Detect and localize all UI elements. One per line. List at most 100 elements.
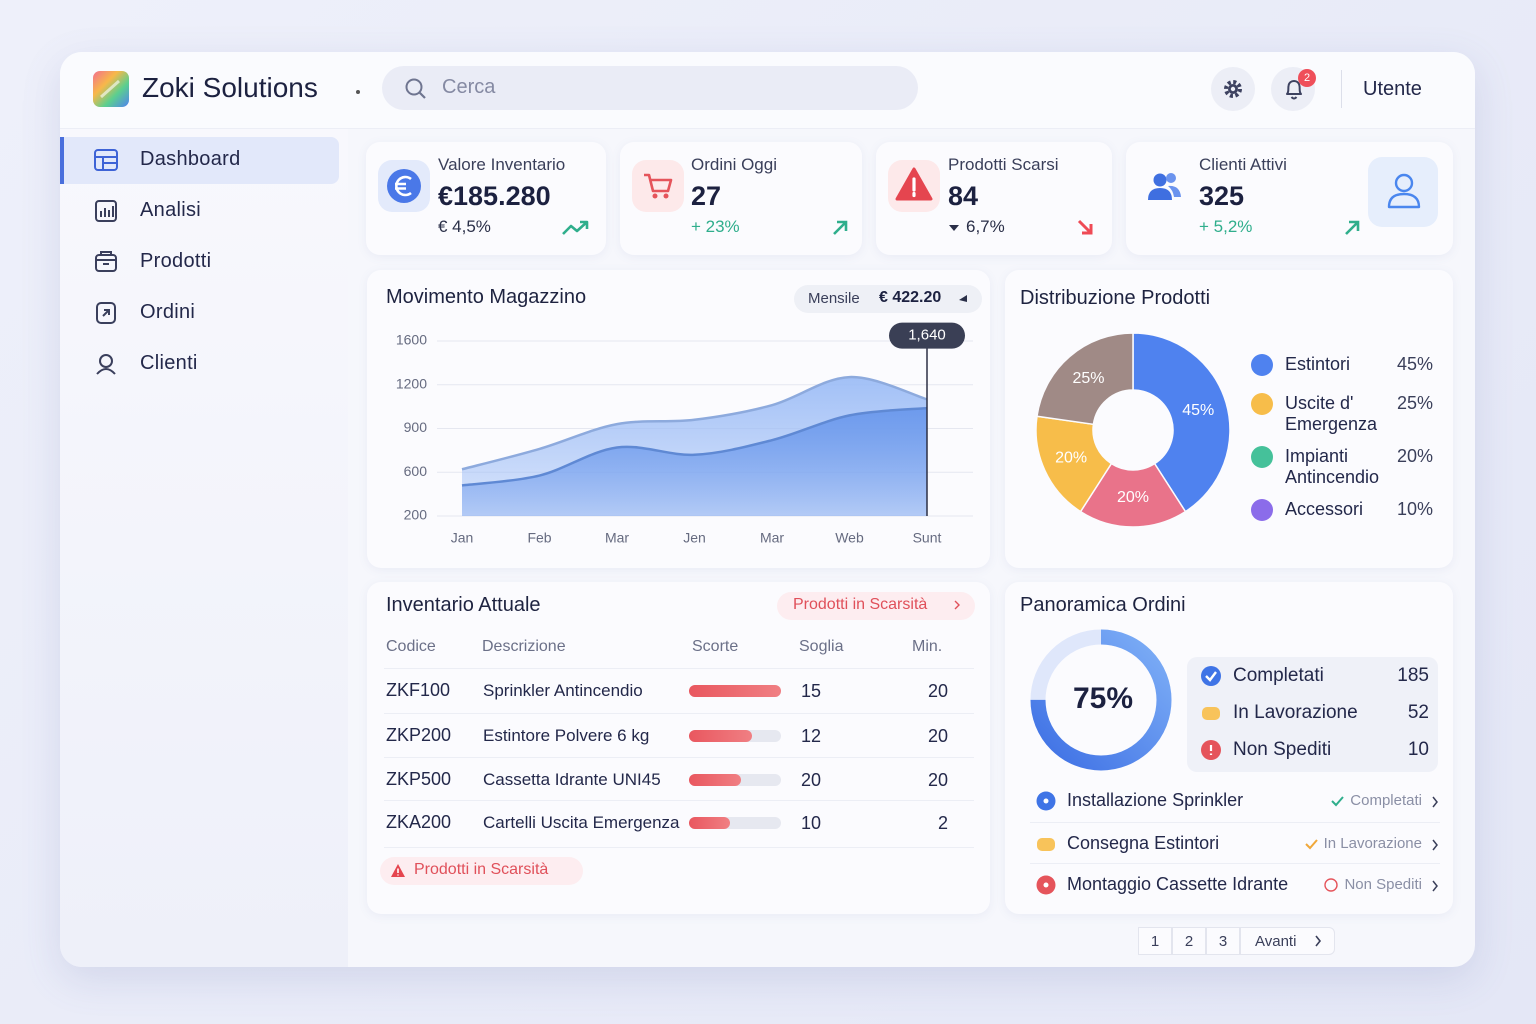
nav-item[interactable]: Ordini	[140, 301, 196, 323]
column-header: Min.	[912, 638, 943, 655]
icon-body	[1148, 188, 1172, 200]
task-dot-center	[1043, 882, 1049, 888]
status-chip	[1202, 707, 1220, 720]
header-divider	[1341, 70, 1342, 108]
user-name[interactable]: Utente	[1363, 78, 1422, 100]
search-box[interactable]	[382, 66, 918, 110]
task-dot-center	[1043, 798, 1049, 804]
icon-box	[96, 251, 116, 265]
x-tick-label: Web	[835, 530, 864, 546]
profile-body	[1387, 192, 1421, 209]
chart-title: Distribuzione Prodotti	[1020, 287, 1211, 309]
status-check	[1305, 839, 1318, 850]
nav-item[interactable]: Prodotti	[140, 250, 212, 272]
completion-donut: 75%	[1030, 629, 1172, 771]
triangle	[949, 225, 959, 231]
trend-line	[1077, 219, 1093, 235]
cell-code: ZKF100	[386, 680, 451, 700]
nav-item[interactable]: Dashboard	[140, 148, 241, 170]
kpi-icon	[888, 160, 940, 212]
x-tick-label: Jan	[451, 530, 474, 546]
icon-frame	[95, 254, 117, 272]
bell-body	[1286, 80, 1302, 95]
chevron	[1315, 935, 1322, 947]
icon-bg	[632, 160, 684, 212]
task-status-icon	[1305, 839, 1318, 850]
sidebar	[60, 129, 348, 967]
legend-share: 45%	[1396, 354, 1433, 374]
search-icon	[405, 78, 426, 99]
bell-clapper	[1290, 96, 1298, 100]
warning-pill[interactable]	[380, 857, 583, 885]
cell-min: 2	[937, 813, 948, 833]
status-dot	[1201, 666, 1221, 686]
nav-icon	[95, 200, 117, 222]
column-header: Soglia	[799, 638, 844, 655]
task-name[interactable]: Installazione Sprinkler	[1067, 790, 1244, 810]
area-line	[461, 375, 928, 471]
icon-coin	[387, 169, 421, 203]
task-divider	[1030, 863, 1440, 864]
kpi-icon	[632, 160, 684, 212]
task-name[interactable]: Montaggio Cassette Idrante	[1067, 874, 1289, 894]
task-status-wrap: Non Spediti	[1250, 876, 1422, 893]
header-dot	[356, 90, 360, 94]
row-divider	[384, 668, 974, 669]
pill-caret	[959, 295, 967, 302]
task-icon	[1037, 838, 1055, 851]
kpi-change: + 23%	[691, 217, 740, 236]
kpi-change: € 4,5%	[438, 217, 491, 236]
slice-label: 20%	[1117, 489, 1149, 506]
icon-wheel	[652, 193, 658, 199]
area-chart: 200 600 900 1200 1600 Jan Feb Mar Jen Mar Web Sunt 1…	[396, 322, 973, 546]
nav-item[interactable]: Analisi	[140, 199, 202, 221]
period-pill[interactable]	[794, 285, 982, 313]
pie-slice	[1035, 415, 1113, 513]
stock-bar	[689, 730, 752, 742]
trend-arrow	[833, 220, 848, 235]
icon-cart	[644, 173, 673, 193]
icon-euro	[395, 175, 412, 197]
row-divider	[384, 847, 974, 848]
page-button[interactable]: 2	[1172, 927, 1206, 955]
trend-arrow	[1345, 220, 1360, 235]
area	[462, 408, 927, 516]
column-header: Descrizione	[482, 638, 566, 655]
search-icon-handle	[418, 91, 426, 99]
task-status: Non Spediti	[1344, 876, 1422, 893]
chevron	[1432, 880, 1438, 892]
legend-share: 25%	[1396, 393, 1433, 413]
x-tick-label: Mar	[605, 530, 629, 546]
link-text[interactable]: Prodotti in Scarsità	[793, 596, 928, 613]
nav-item[interactable]: Clienti	[140, 352, 198, 374]
legend-name: Accessori	[1285, 499, 1364, 519]
warning-text[interactable]: Prodotti in Scarsità	[414, 861, 549, 878]
cell-code: ZKA200	[386, 812, 452, 832]
kpi-change: 6,7%	[966, 217, 1005, 236]
logo-mark	[100, 79, 120, 99]
column-header: Scorte	[692, 638, 739, 655]
task-name[interactable]: Consegna Estintori	[1067, 833, 1220, 853]
legend-dot	[1251, 354, 1273, 376]
page-button[interactable]: 1	[1138, 927, 1172, 955]
legend-name: Uscite d' Emergenza	[1285, 393, 1378, 434]
kpi-label: Valore Inventario	[438, 155, 566, 174]
icon-frame	[94, 149, 118, 171]
task-divider	[1030, 822, 1440, 823]
gear-hole	[1230, 86, 1236, 92]
page-button[interactable]: 3	[1206, 927, 1240, 955]
task-icon	[1036, 791, 1056, 811]
caret	[959, 295, 967, 302]
kpi-value: €185.280	[438, 181, 551, 211]
next-button[interactable]: Avanti	[1240, 927, 1335, 955]
status-icon	[1202, 707, 1220, 720]
cell-threshold: 10	[801, 813, 822, 833]
status-name: In Lavorazione	[1233, 702, 1358, 723]
trend-line	[1345, 220, 1360, 235]
icon-grid	[95, 156, 117, 170]
link-pill[interactable]	[777, 592, 975, 620]
kpi-value: 325	[1199, 181, 1245, 211]
icon-body	[96, 368, 116, 375]
x-tick-label: Sunt	[913, 530, 942, 546]
